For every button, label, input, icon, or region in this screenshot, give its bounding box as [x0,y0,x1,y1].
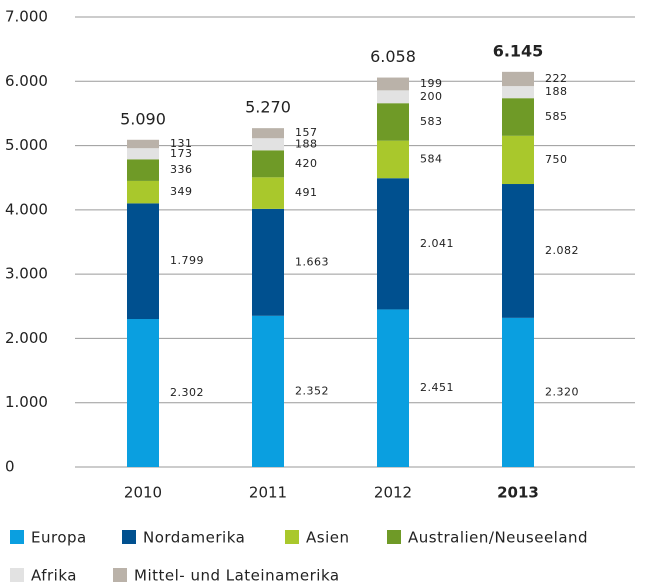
legend-swatch [10,568,24,582]
total-label: 6.145 [493,41,544,60]
y-tick-label: 6.000 [5,72,48,90]
bar-segment [502,86,534,99]
legend-label: Asien [306,529,349,547]
segment-label: 2.041 [420,237,454,250]
segment-label: 2.352 [295,384,329,397]
segment-label: 2.451 [420,381,454,394]
total-label: 6.058 [370,47,416,66]
y-tick-label: 5.000 [5,136,48,154]
y-tick-label: 0 [5,458,15,476]
bar-segment [252,315,284,467]
bar-segment [502,135,534,185]
total-label: 5.270 [245,98,291,117]
bar-segment [502,184,534,318]
segment-label: 584 [420,152,443,165]
x-tick-label: 2012 [374,484,412,502]
segment-label: 349 [170,185,193,198]
x-tick-label: 2010 [124,484,162,502]
segment-label: 583 [420,115,443,128]
segment-label: 491 [295,186,318,199]
y-tick-label: 4.000 [5,200,48,218]
y-tick-label: 7.000 [5,8,48,26]
segment-label: 131 [170,137,193,150]
bar-segment [127,148,159,160]
legend-label: Nordamerika [143,529,245,547]
segment-label: 2.320 [545,385,579,398]
segment-label: 222 [545,72,568,85]
bar-segment [127,159,159,181]
legend-swatch [387,530,401,544]
segment-label: 199 [420,77,443,90]
bar-segment [377,309,409,467]
bar-segment [252,177,284,209]
legend-label: Mittel- und Lateinamerika [134,567,340,585]
bar-segment [502,98,534,136]
legend-swatch [10,530,24,544]
legend-label: Europa [31,529,87,547]
bar-segment [252,150,284,178]
segment-label: 336 [170,163,193,176]
total-label: 5.090 [120,109,166,128]
segment-label: 1.799 [170,254,204,267]
bar-segment [127,203,159,320]
segment-label: 420 [295,157,318,170]
bar-segment [252,138,284,151]
segment-label: 188 [545,85,568,98]
bar-segment [252,208,284,316]
legend-label: Australien/Neuseeland [408,529,588,547]
bar-segment [377,178,409,310]
bar-segment [377,77,409,91]
bar-segment [127,180,159,204]
segment-label: 1.663 [295,255,329,268]
segment-label: 750 [545,153,568,166]
segment-label: 2.082 [545,244,579,257]
segment-label: 188 [295,137,318,150]
y-tick-label: 3.000 [5,265,48,283]
bar-segment [502,317,534,467]
legend-swatch [122,530,136,544]
bar-segment [252,128,284,139]
y-tick-label: 2.000 [5,329,48,347]
segment-label: 200 [420,90,443,103]
bar-segment [127,139,159,149]
bar-segment [502,71,534,87]
bar-segment [377,103,409,141]
legend-swatch [113,568,127,582]
segment-label: 157 [295,126,318,139]
y-tick-label: 1.000 [5,393,48,411]
x-tick-label: 2011 [249,484,287,502]
legend-swatch [285,530,299,544]
segment-label: 173 [170,147,193,160]
legend-label: Afrika [31,567,77,585]
bar-segment [127,319,159,467]
segment-label: 2.302 [170,386,204,399]
bar-segment [377,140,409,179]
x-tick-label: 2013 [497,484,539,502]
bar-segment [377,90,409,104]
segment-label: 585 [545,110,568,123]
